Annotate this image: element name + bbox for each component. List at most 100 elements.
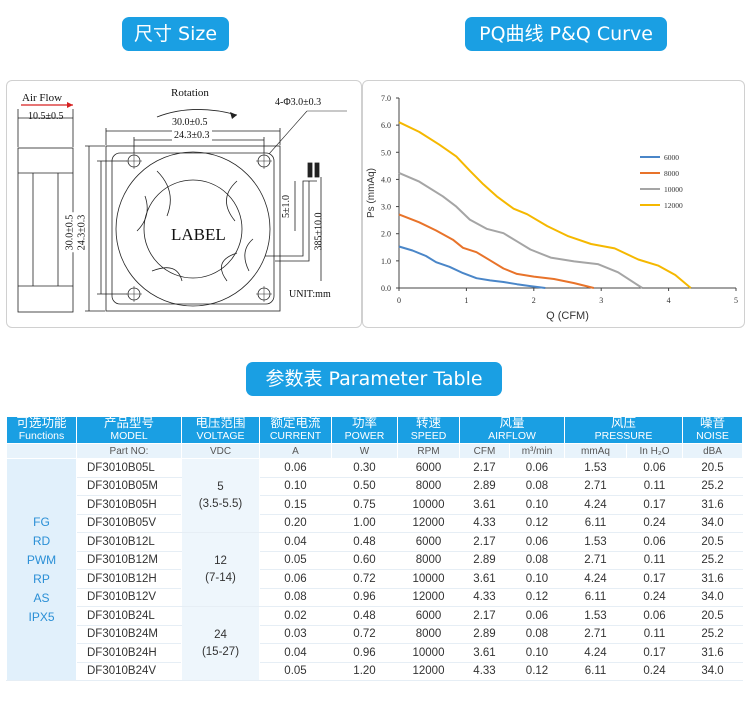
series-line-10000 [398,171,643,289]
functions-cell: FG RD PWM RP AS IPX5 [6,458,77,681]
value-cell: 0.17 [625,643,684,663]
value-cell: 2.71 [564,476,627,496]
value-cell: 0.05 [259,661,332,681]
value-cell: 0.17 [625,569,684,589]
value-cell: 2.17 [459,606,510,626]
header-cell: 噪音 NOISE [682,416,744,444]
value-cell: 0.06 [509,532,565,552]
table-row: DF3010B12V 0.08 0.96 12000 4.33 0.12 6.11 0.24 3… [7,587,744,607]
value-cell: 0.50 [331,476,398,496]
value-cell: 34.0 [682,587,744,607]
curve-heading: PQ曲线 P&Q Curve [465,17,667,51]
series-line-8000 [398,213,595,289]
y-tick-label: 2.0 [381,230,391,239]
value-cell: 34.0 [682,661,744,681]
depth-dimension: 10.5±0.5 [28,111,64,122]
legend-label-12000: 12000 [664,201,683,210]
table-row: DF3010B24L 24 (15-27) 0.02 0.48 6000 2.17 0.06 1… [7,606,744,681]
y-tick-label: 5.0 [381,148,391,157]
value-cell: 6000 [397,458,460,478]
value-cell: 1.53 [564,532,627,552]
value-cell: 12000 [397,661,460,681]
fan-label: LABEL [171,225,226,244]
value-cell: 0.06 [509,606,565,626]
value-cell: 0.24 [625,513,684,533]
value-cell: 2.71 [564,624,627,644]
value-cell: 8000 [397,624,460,644]
table-row: DF3010B12L 12 (7-14) 0.04 0.48 6000 2.17 0.06 1.… [7,532,744,607]
y-tick-label: 1.0 [381,257,391,266]
value-cell: 4.24 [564,643,627,663]
model-cell: DF3010B05V [76,513,182,533]
value-cell: 0.06 [259,458,332,478]
value-cell: 20.5 [682,458,744,478]
header-cell: 产品型号 MODEL [76,416,182,444]
value-cell: 0.06 [625,458,684,478]
header-cell: 风量 AIRFLOW [459,416,565,444]
header-cell: 功率 POWER [331,416,398,444]
model-cell: DF3010B24H [76,643,182,663]
value-cell: 0.72 [331,624,398,644]
size-heading: 尺寸 Size [122,17,229,51]
model-cell: DF3010B24L [76,606,182,626]
value-cell: 0.24 [625,587,684,607]
x-tick-label: 4 [667,296,671,305]
value-cell: 0.60 [331,550,398,570]
value-cell: 3.61 [459,569,510,589]
value-cell: 8000 [397,476,460,496]
value-cell: 0.06 [509,458,565,478]
value-cell: 2.89 [459,624,510,644]
value-cell: 2.89 [459,476,510,496]
model-cell: DF3010B12M [76,550,182,570]
unit-cell: m³/min [509,443,565,459]
header-zh: 电压范围 [195,416,246,430]
model-cell: DF3010B05H [76,495,182,515]
value-cell: 0.10 [509,569,565,589]
x-tick-label: 1 [464,296,468,305]
value-cell: 20.5 [682,532,744,552]
value-cell: 0.10 [509,643,565,663]
voltage-range: (7-14) [205,571,236,584]
value-cell: 6.11 [564,587,627,607]
value-cell: 0.20 [259,513,332,533]
header-zh: 噪音 [700,416,726,430]
dimension-drawing-panel: Air Flow 10.5±0.5 Rotation 30.0±0.5 24.3… [6,80,362,328]
voltage-cell: 24 (15-27) [181,606,260,681]
value-cell: 10000 [397,569,460,589]
value-cell: 6.11 [564,513,627,533]
value-cell: 0.12 [509,513,565,533]
value-cell: 0.11 [625,476,684,496]
value-cell: 0.24 [625,661,684,681]
value-cell: 6.11 [564,661,627,681]
value-cell: 0.12 [509,587,565,607]
value-cell: 1.53 [564,606,627,626]
value-cell: 4.33 [459,587,510,607]
value-cell: 0.08 [509,624,565,644]
value-cell: 25.2 [682,476,744,496]
header-zh: 风压 [611,416,637,430]
value-cell: 31.6 [682,569,744,589]
height-spacing-dimension: 24.3±0.3 [76,212,88,253]
value-cell: 2.89 [459,550,510,570]
header-cell: 电压范围 VOLTAGE [181,416,260,444]
value-cell: 0.12 [509,661,565,681]
table-heading: 参数表 Parameter Table [246,362,502,396]
header-en: PRESSURE [594,430,653,442]
y-tick-label: 0.0 [381,284,391,293]
model-cell: DF3010B24V [76,661,182,681]
value-cell: 0.11 [625,550,684,570]
header-cell: 额定电流 CURRENT [259,416,332,444]
value-cell: 0.30 [331,458,398,478]
value-cell: 0.06 [259,569,332,589]
value-cell: 1.00 [331,513,398,533]
x-tick-label: 3 [599,296,603,305]
value-cell: 25.2 [682,624,744,644]
voltage-value: 24 [214,628,227,641]
header-zh: 风量 [499,416,525,430]
value-cell: 0.06 [625,606,684,626]
pq-chart: 0.0 1.0 2.0 3.0 4.0 5.0 6.0 7.0 0 1 2 3 4 5 Q (CFM) Ps … [366,94,738,322]
value-cell: 6000 [397,532,460,552]
model-cell: DF3010B12H [76,569,182,589]
header-cell: 转速 SPEED [397,416,460,444]
value-cell: 0.02 [259,606,332,626]
